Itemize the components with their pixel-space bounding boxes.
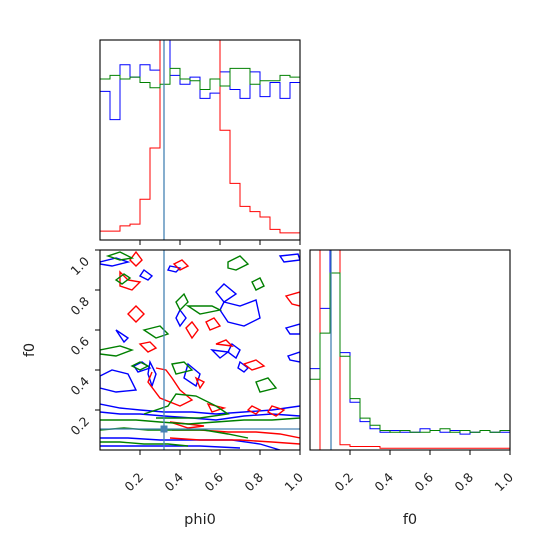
contour-series-0-path-7	[287, 351, 300, 363]
contour-series-0-path-20	[100, 445, 241, 449]
contour-series-1-path-0	[129, 250, 143, 267]
contour-series-2-path-14	[100, 441, 189, 447]
contour-series-0-path-12	[183, 362, 201, 388]
f0-hist-xlabel: f0	[403, 512, 417, 528]
contour-series-2-path-13	[100, 427, 249, 439]
contour-series-1-path-9	[138, 341, 158, 353]
phi0-hist-frame	[99, 39, 301, 241]
contour-series-0-path-11	[147, 359, 157, 389]
contour-series-1-path-14	[266, 405, 286, 417]
contour-y-tick-label-4: 1.0	[67, 253, 92, 278]
f0-hist-x-tick-label-2: 0.6	[411, 469, 436, 494]
contour-series-2-path-1	[114, 273, 132, 285]
contour-series-2-path-12	[100, 417, 300, 425]
contour-y-tick-label-3: 0.8	[67, 293, 92, 318]
contour-series-2-path-7	[100, 345, 135, 357]
contour-series-0-path-1	[138, 268, 154, 281]
contour-series-0-path-4	[215, 283, 238, 303]
phi0-hist-series-group	[100, 40, 300, 240]
contour-series-0-path-15	[175, 308, 187, 328]
contour-series-1-path-12	[206, 402, 227, 413]
contour-x-tick-label-1: 0.4	[161, 469, 186, 494]
contour-x-tick-label-0: 0.2	[121, 470, 146, 495]
contour-series-2-path-4	[175, 292, 189, 312]
contour-series-2-path-2	[227, 255, 250, 271]
contour-series-0-path-8	[227, 342, 241, 360]
contour-series-1-path-6	[284, 291, 300, 307]
contour-series-1-path-2	[119, 270, 142, 291]
f0-hist-series-2-step	[310, 272, 510, 450]
contour-series-2-path-11	[143, 393, 230, 419]
contour-series-1-path-17	[169, 437, 300, 445]
contour-y-tick-label-1: 0.4	[67, 373, 92, 398]
contour-series-0-path-9	[237, 360, 250, 373]
phi0-hist-series-0-step	[100, 40, 300, 240]
contour-series-1-path-3	[127, 305, 145, 323]
f0-hist-x-tick-label-0: 0.2	[331, 470, 356, 495]
contour-series-0-path-5	[219, 299, 261, 327]
contour-y-tick-label-0: 0.2	[67, 414, 92, 439]
contour-series-0-path-3	[278, 253, 300, 263]
contour-x-tick-label-2: 0.6	[201, 469, 226, 494]
phi0-hist-series-1-step	[100, 40, 300, 240]
contour-series-1-path-10	[147, 367, 194, 407]
contour-series-2-path-9	[171, 361, 194, 375]
contour-series-0-path-17	[100, 403, 300, 415]
phi0-hist-series-2-step	[100, 67, 300, 240]
contour-xlabel: phi0	[184, 512, 216, 528]
contour-series-2-path-0	[105, 251, 135, 261]
contour-series-1-path-1	[172, 259, 190, 271]
contour-ylabel: f0	[22, 343, 38, 357]
contour-series-2-path-5	[142, 325, 170, 339]
contour-series-0-path-13	[210, 349, 230, 359]
contour-y-tick-label-2: 0.6	[67, 333, 92, 358]
contour-series-1-path-4	[205, 317, 222, 331]
contour-series-0-path-6	[284, 323, 300, 335]
contour-series-group	[100, 250, 300, 450]
contour-series-2-path-10	[255, 377, 278, 393]
contour-series-2-path-6	[185, 305, 223, 315]
contour-series-1-path-7	[242, 359, 266, 371]
contour-series-2-path-8	[130, 361, 150, 371]
f0-hist-x-tick-label-4: 1.0	[491, 469, 516, 494]
contour-series-1-path-8	[215, 339, 234, 347]
f0-hist-series-1-step	[310, 250, 510, 450]
contour-series-0-path-0	[100, 257, 131, 267]
contour-series-0-path-14	[115, 329, 130, 344]
contour-x-tick-label-4: 1.0	[281, 469, 306, 494]
contour-series-0-path-10	[132, 361, 152, 373]
f0-hist-series-group	[310, 250, 510, 450]
contour-series-0-path-16	[100, 369, 138, 393]
contour-series-1-path-16	[172, 429, 300, 439]
contour-series-1-path-5	[185, 320, 199, 340]
contour-series-2-path-3	[251, 277, 265, 291]
contour-frame	[99, 249, 301, 451]
f0-hist-frame	[309, 249, 511, 451]
contour-series-1-path-11	[194, 376, 206, 390]
contour-x-tick-label-3: 0.8	[241, 469, 266, 494]
contour-series-1-path-13	[246, 405, 262, 415]
contour-truth-marker	[160, 425, 168, 433]
f0-hist-x-tick-label-3: 0.8	[451, 469, 476, 494]
f0-hist-x-tick-label-1: 0.4	[371, 469, 396, 494]
